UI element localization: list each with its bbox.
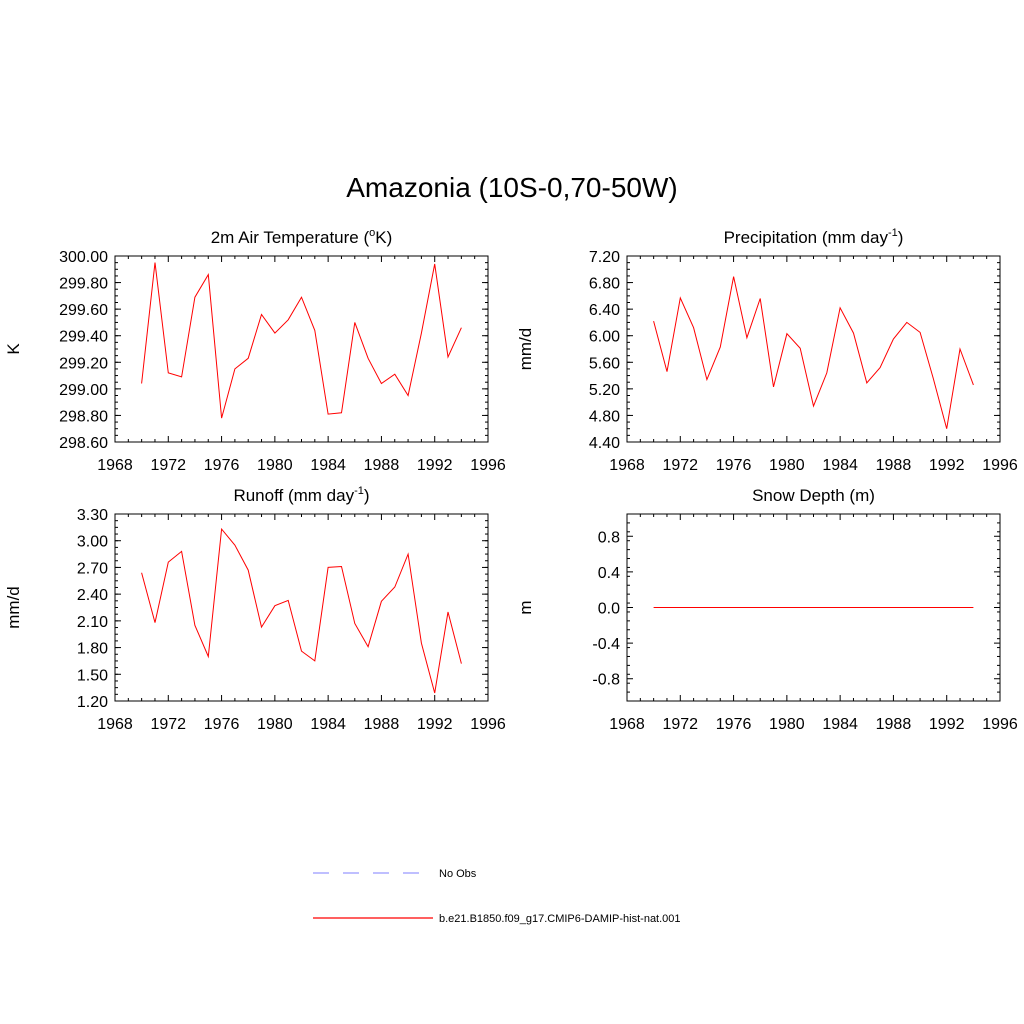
chart-panel-1: 1968 1972 1976 1980 1984 1988 1992 1996 4.40 4.80… [516,227,1018,474]
y-tick-label: -0.8 [592,672,620,689]
y-axis-label: mm/d [516,328,535,371]
plot-frame [114,513,489,702]
y-tick-label: -0.4 [592,636,620,653]
x-tick-label: 1996 [470,457,506,474]
panel-title-tail: K) [375,228,392,247]
y-tick-label: 300.00 [59,249,108,266]
chart-panel-2: 1968 1972 1976 1980 1984 1988 1992 1996 1.20 1.50… [4,485,506,733]
x-tick-label: 1996 [982,716,1018,733]
x-tick-label: 1976 [204,457,240,474]
y-tick-label: 4.80 [589,408,620,425]
x-tick-label: 1980 [257,457,293,474]
y-tick-label: 4.40 [589,435,620,452]
y-tick-label: 299.20 [59,355,108,372]
y-tick-label: 0.0 [598,601,620,618]
x-tick-label: 1984 [310,457,346,474]
plot-frame [114,255,489,443]
x-tick-label: 1972 [662,716,698,733]
y-tick-label: 1.50 [77,667,108,684]
x-tick-label: 1984 [310,716,346,733]
series-line-0 [141,262,462,419]
x-tick-label: 1972 [150,457,186,474]
y-tick-label: 2.10 [77,614,108,631]
x-tick-label: 1992 [417,457,453,474]
x-tick-label: 1992 [929,716,965,733]
panel-title-tail: ) [898,228,904,247]
panel-title: Snow Depth (m) [752,486,875,505]
y-tick-label: 2.70 [77,560,108,577]
chart-panel-3: 1968 1972 1976 1980 1984 1988 1992 1996 -0.8 -0.4… [516,486,1018,733]
x-tick-label: 1980 [769,457,805,474]
x-tick-label: 1976 [716,716,752,733]
y-tick-label: 299.00 [59,382,108,399]
y-axis-label: m [516,600,535,614]
x-tick-label: 1988 [364,716,400,733]
y-tick-label: 0.8 [598,529,620,546]
y-tick-label: 298.60 [59,435,108,452]
x-tick-label: 1968 [97,716,133,733]
panel-title-superscript: o [369,227,375,239]
y-axis-label: K [4,343,23,355]
panel-title-text: Precipitation (mm day [724,228,889,247]
series-line-0 [653,276,974,429]
series-line-0 [141,527,462,694]
y-tick-label: 6.40 [589,302,620,319]
panel-title-text: 2m Air Temperature ( [211,228,370,247]
y-tick-label: 6.00 [589,329,620,346]
y-tick-label: 6.80 [589,276,620,293]
x-tick-label: 1980 [257,716,293,733]
y-tick-label: 5.20 [589,382,620,399]
x-tick-label: 1976 [204,716,240,733]
x-tick-label: 1988 [876,457,912,474]
y-tick-label: 2.40 [77,587,108,604]
panel-title-tail: ) [364,486,370,505]
y-tick-label: 298.80 [59,408,108,425]
panel-title-text: Runoff (mm day [233,486,354,505]
plot-frame [626,255,1001,443]
x-tick-label: 1996 [982,457,1018,474]
x-tick-label: 1968 [609,457,645,474]
x-tick-label: 1992 [929,457,965,474]
x-tick-label: 1972 [662,457,698,474]
x-tick-label: 1968 [97,457,133,474]
y-tick-label: 5.60 [589,355,620,372]
y-tick-label: 1.80 [77,641,108,658]
chart-panel-0: 1968 1972 1976 1980 1984 1988 1992 1996 298.60 29… [4,227,506,474]
panel-title: 2m Air Temperature (oK) [211,227,393,247]
x-tick-label: 1976 [716,457,752,474]
panel-title: Runoff (mm day-1) [233,485,369,505]
x-tick-label: 1980 [769,716,805,733]
y-tick-label: 299.40 [59,329,108,346]
panel-title-superscript: -1 [354,485,364,497]
y-tick-label: 3.00 [77,534,108,551]
y-tick-label: 299.80 [59,276,108,293]
panel-title-text: Snow Depth (m) [752,486,875,505]
x-tick-label: 1988 [876,716,912,733]
x-tick-label: 1984 [822,716,858,733]
x-tick-label: 1996 [470,716,506,733]
y-tick-label: 3.30 [77,507,108,524]
x-tick-label: 1984 [822,457,858,474]
y-tick-label: 7.20 [589,249,620,266]
y-tick-label: 0.4 [598,565,620,582]
x-tick-label: 1968 [609,716,645,733]
panel-title: Precipitation (mm day-1) [724,227,904,247]
x-tick-label: 1992 [417,716,453,733]
figure-title: Amazonia (10S-0,70-50W) [346,172,678,203]
y-axis-label: mm/d [4,586,23,629]
panel-title-superscript: -1 [888,227,898,239]
x-tick-label: 1988 [364,457,400,474]
x-tick-label: 1972 [150,716,186,733]
y-tick-label: 299.60 [59,302,108,319]
y-tick-label: 1.20 [77,694,108,711]
